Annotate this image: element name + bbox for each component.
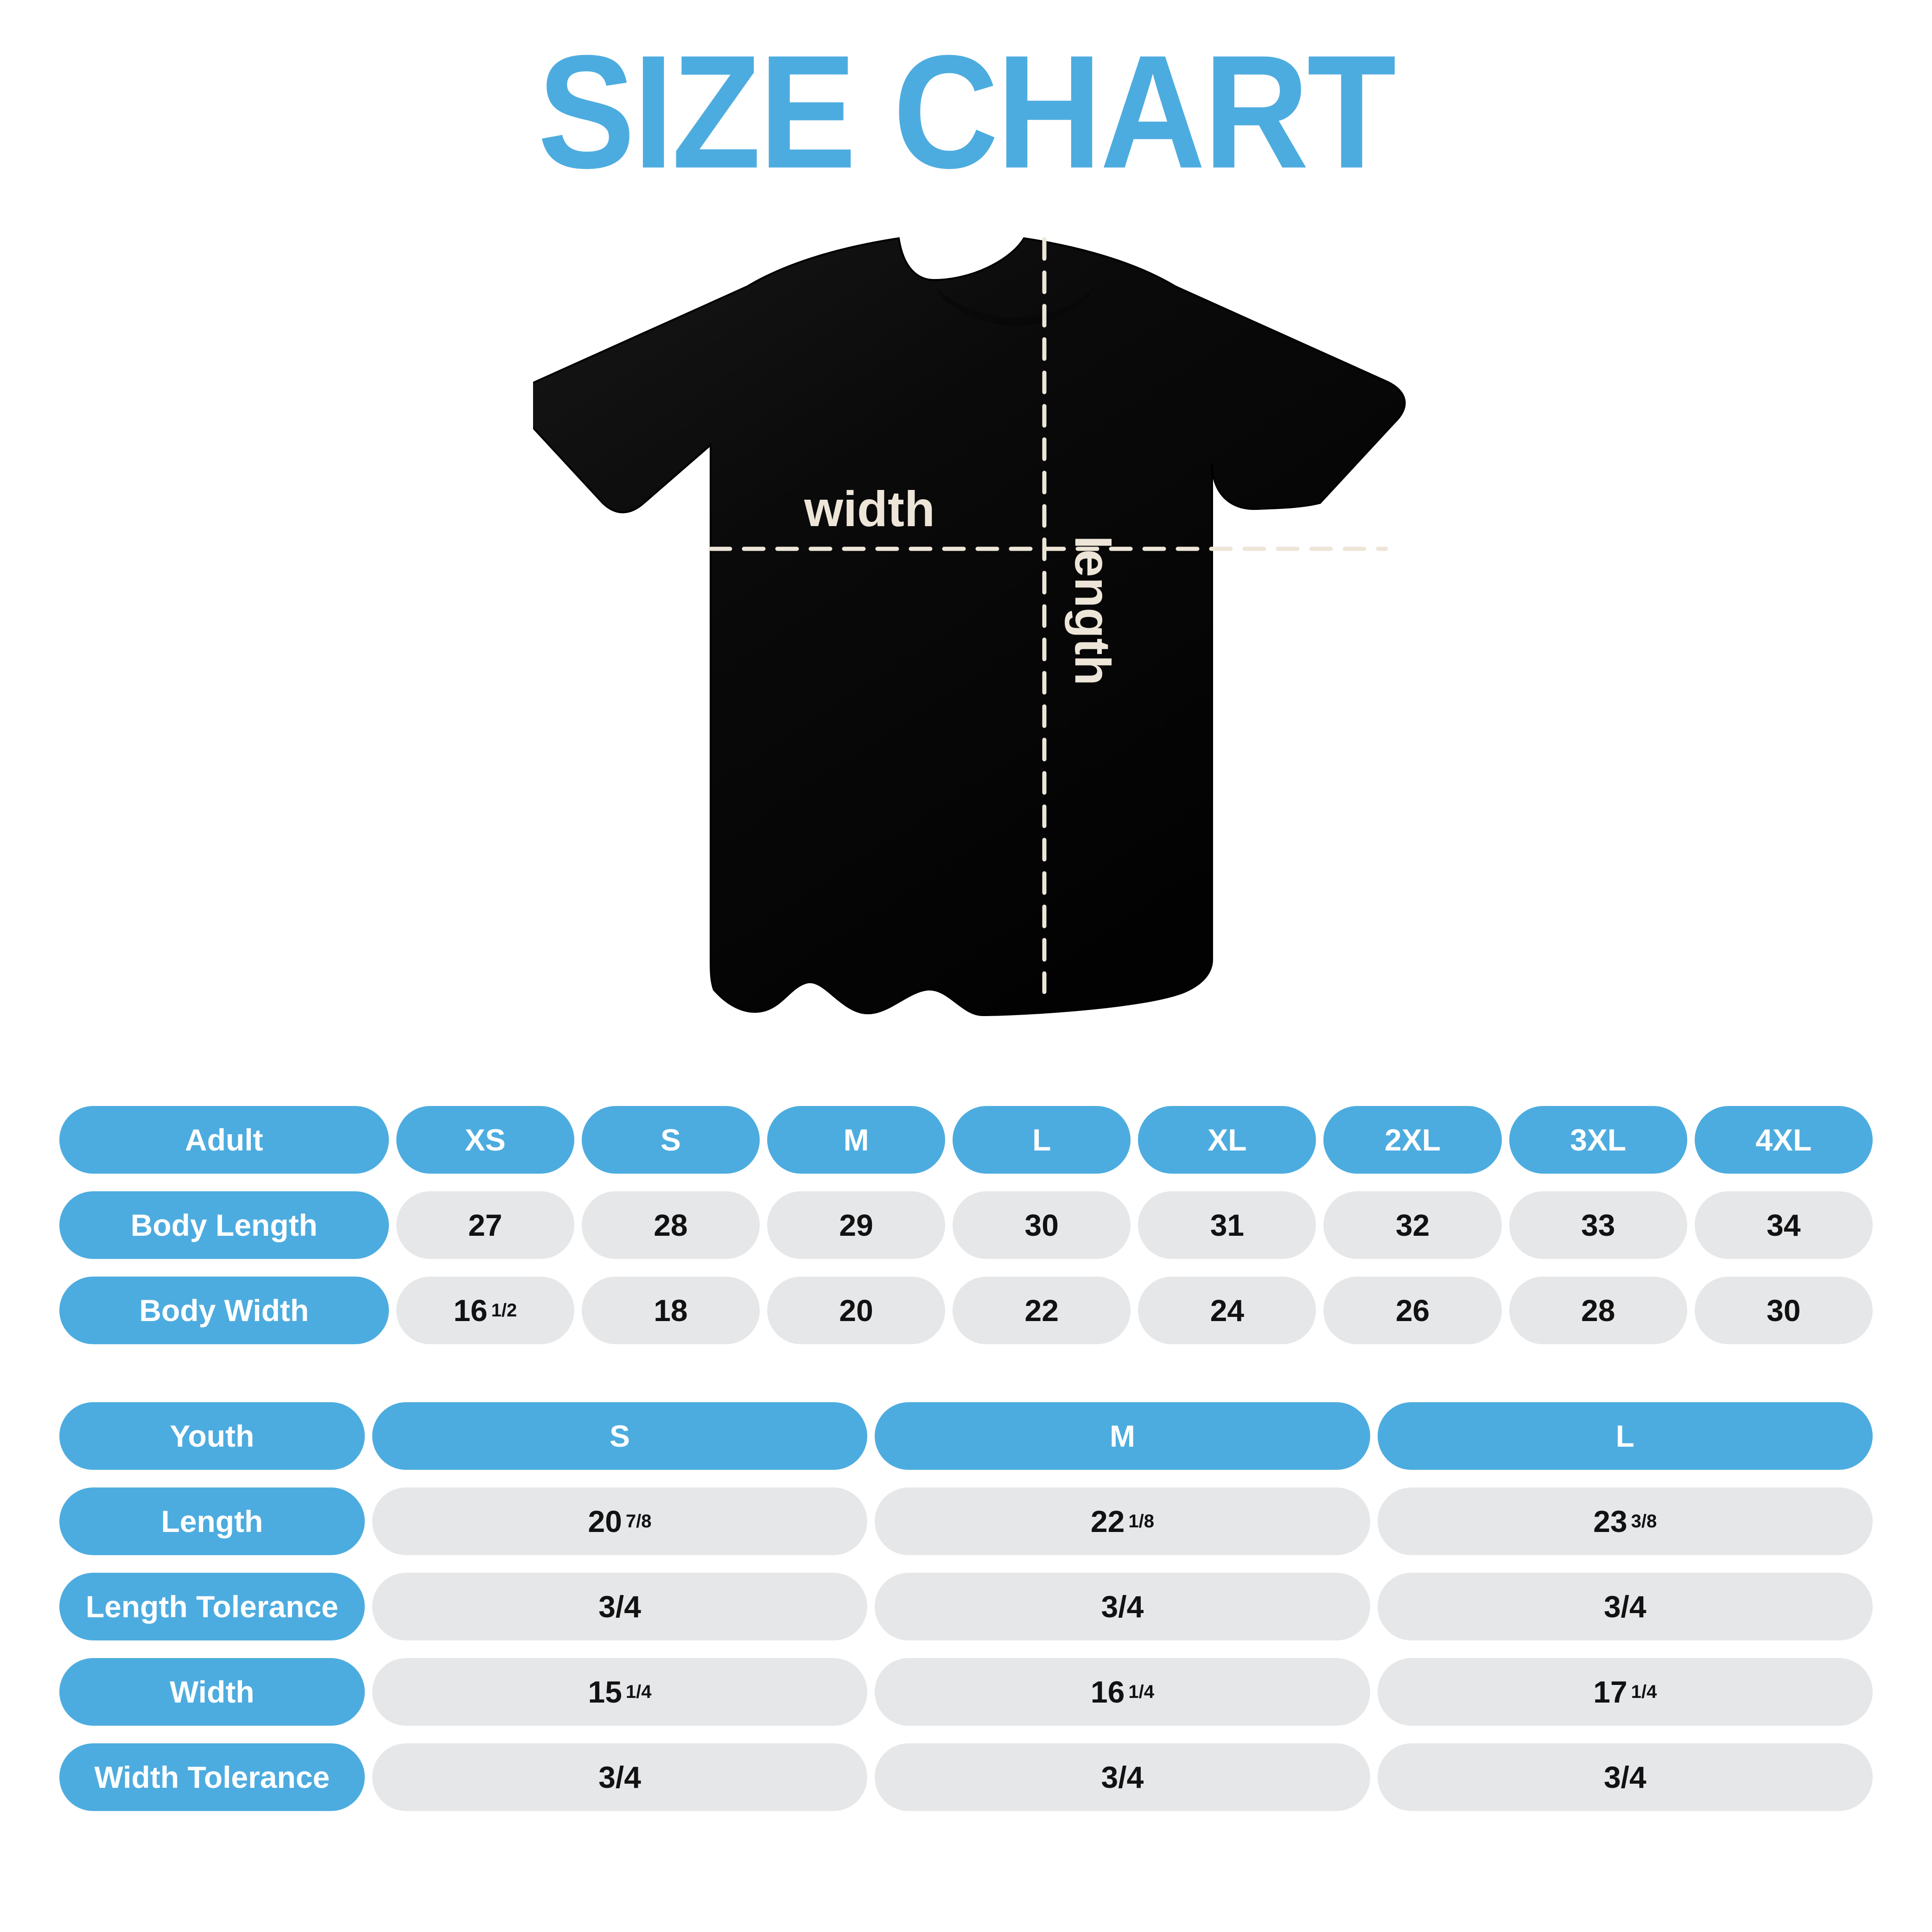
svg-text:length: length bbox=[1065, 535, 1121, 686]
svg-text:width: width bbox=[804, 481, 935, 537]
